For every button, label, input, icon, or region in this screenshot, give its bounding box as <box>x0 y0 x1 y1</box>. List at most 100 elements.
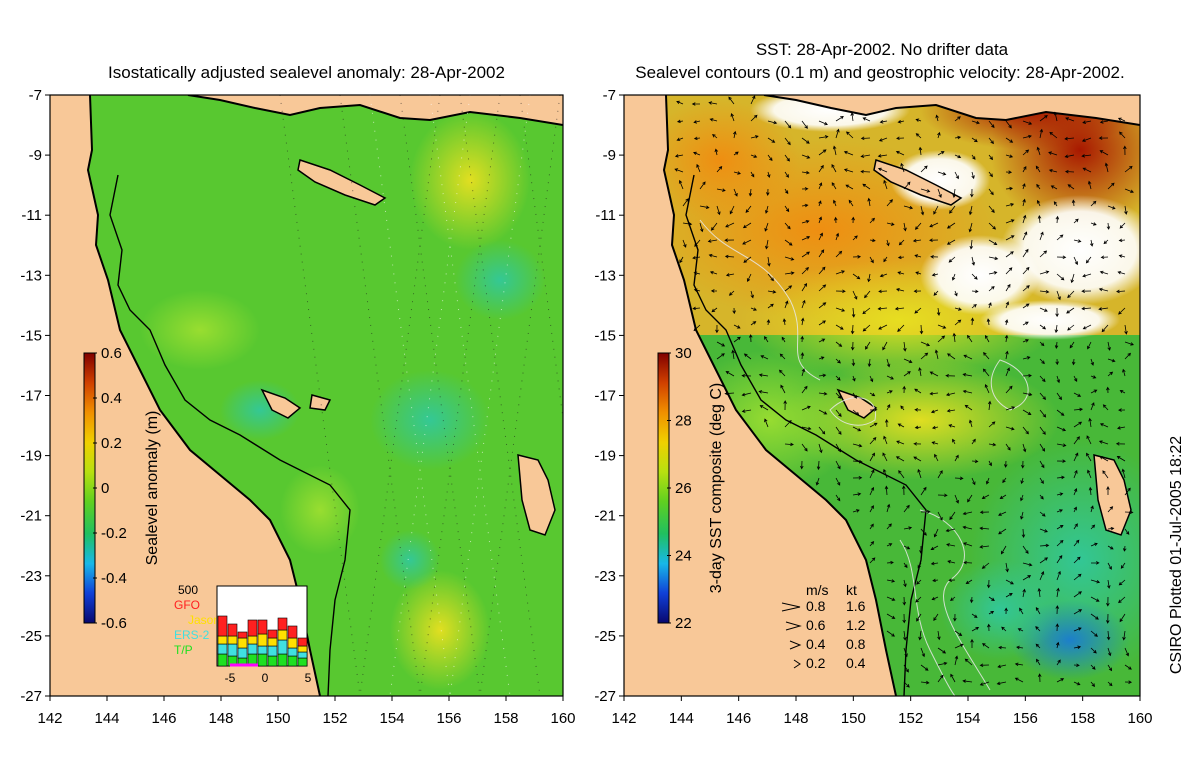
velocity-vector <box>693 324 701 332</box>
velocity-vector <box>728 96 735 105</box>
velocity-vector <box>971 154 976 160</box>
lat-tick-label: -9 <box>603 147 616 164</box>
velocity-vector <box>986 579 991 589</box>
velocity-vector <box>1039 528 1048 533</box>
velocity-vector <box>1022 545 1029 555</box>
velocity-vector <box>886 560 894 565</box>
velocity-vector <box>1055 307 1059 318</box>
velocity-vector <box>1118 408 1126 412</box>
velocity-vector <box>1081 289 1092 293</box>
velocity-vector <box>860 169 871 174</box>
velocity-vector <box>1118 307 1126 315</box>
velocity-vector <box>1099 423 1109 428</box>
velocity-vector <box>1022 409 1032 416</box>
velocity-vector <box>920 680 930 685</box>
velocity-vector <box>1088 417 1092 428</box>
velocity-vector <box>750 321 757 326</box>
inset-bar-segment <box>277 653 288 667</box>
velocity-vector <box>954 655 959 666</box>
velocity-vector <box>945 374 956 378</box>
velocity-vector <box>971 256 976 266</box>
velocity-vector <box>886 579 896 583</box>
velocity-vector <box>1005 385 1013 394</box>
inset-bar-segment <box>257 645 268 655</box>
velocity-vector <box>988 222 996 230</box>
velocity-vector <box>733 324 741 329</box>
velocity-vector <box>860 154 871 158</box>
velocity-vector <box>1004 607 1008 615</box>
velocity-vector <box>676 119 684 124</box>
velocity-vector <box>1106 613 1110 624</box>
velocity-vector <box>818 120 828 126</box>
inset-bar-segment <box>257 633 268 647</box>
velocity-vector <box>716 165 723 173</box>
velocity-vector <box>950 596 956 602</box>
velocity-vector <box>962 373 973 377</box>
velocity-vector <box>1022 231 1028 241</box>
velocity-vector <box>1020 494 1024 502</box>
velocity-vector <box>1082 273 1092 278</box>
velocity-vector <box>1056 409 1065 416</box>
velocity-vector <box>1107 371 1114 377</box>
velocity-vector <box>1039 307 1048 312</box>
velocity-vector <box>693 288 701 292</box>
velocity-vector <box>818 443 823 454</box>
velocity-vector <box>1035 626 1041 632</box>
velocity-vector <box>946 408 956 413</box>
velocity-vector <box>949 205 956 214</box>
velocity-vector <box>852 392 857 399</box>
velocity-vector <box>979 510 990 514</box>
lon-tick-label: 160 <box>550 710 575 727</box>
map-axes: -7 -9 -11 -13 -15 -17 -19 -21 -23 -25 -27 142 144 146… <box>20 87 1152 727</box>
velocity-vector <box>1106 486 1110 495</box>
velocity-vector <box>954 494 959 504</box>
velocity-vector <box>1090 222 1097 226</box>
lat-tick-label: -13 <box>20 267 42 284</box>
velocity-vector <box>967 334 973 343</box>
velocity-vector <box>676 100 684 105</box>
velocity-vector <box>895 288 905 292</box>
velocity-vector <box>1039 477 1044 484</box>
velocity-scale-header-kt: kt <box>846 582 857 598</box>
velocity-vector <box>1107 341 1111 351</box>
velocity-vector <box>920 528 927 536</box>
inset-tick-label: 5 <box>305 671 312 685</box>
velocity-vector <box>918 367 922 377</box>
velocity-vector <box>764 222 769 232</box>
velocity-vector <box>1087 180 1092 190</box>
velocity-vector <box>801 120 808 129</box>
altimetry-coverage-inset: 500 GFO Jason ERS-2 T/P -5 0 5 <box>174 583 312 685</box>
velocity-vector <box>1090 561 1100 565</box>
velocity-vector <box>818 284 827 292</box>
velocity-vector <box>784 137 791 146</box>
inset-count-label: 500 <box>178 583 198 597</box>
velocity-vector <box>929 391 939 396</box>
velocity-vector <box>845 184 854 190</box>
velocity-vector <box>835 409 842 417</box>
velocity-vector <box>784 222 791 230</box>
velocity-vector <box>1102 470 1109 479</box>
velocity-vector <box>1016 645 1024 650</box>
velocity-vector <box>1073 436 1080 445</box>
velocity-vector <box>862 324 871 332</box>
velocity-vector <box>903 526 913 530</box>
velocity-vector <box>1073 573 1082 581</box>
velocity-vector <box>765 205 769 214</box>
velocity-vector <box>971 438 976 445</box>
velocity-vector <box>801 266 810 275</box>
velocity-vector <box>971 459 979 464</box>
velocity-vector <box>918 630 922 641</box>
velocity-vector <box>1022 120 1033 125</box>
velocity-vector <box>1120 562 1126 569</box>
inset-bar-segment <box>257 619 268 635</box>
velocity-vector <box>954 630 963 636</box>
velocity-vector <box>1056 375 1060 384</box>
velocity-vector <box>801 283 808 292</box>
velocity-vector <box>1020 511 1024 520</box>
velocity-vector <box>678 179 684 190</box>
velocity-vector <box>917 468 922 479</box>
velocity-vector <box>1021 528 1026 539</box>
lat-tick-label: -17 <box>594 388 616 405</box>
velocity-vector <box>1124 205 1128 215</box>
velocity-vector <box>759 405 769 411</box>
